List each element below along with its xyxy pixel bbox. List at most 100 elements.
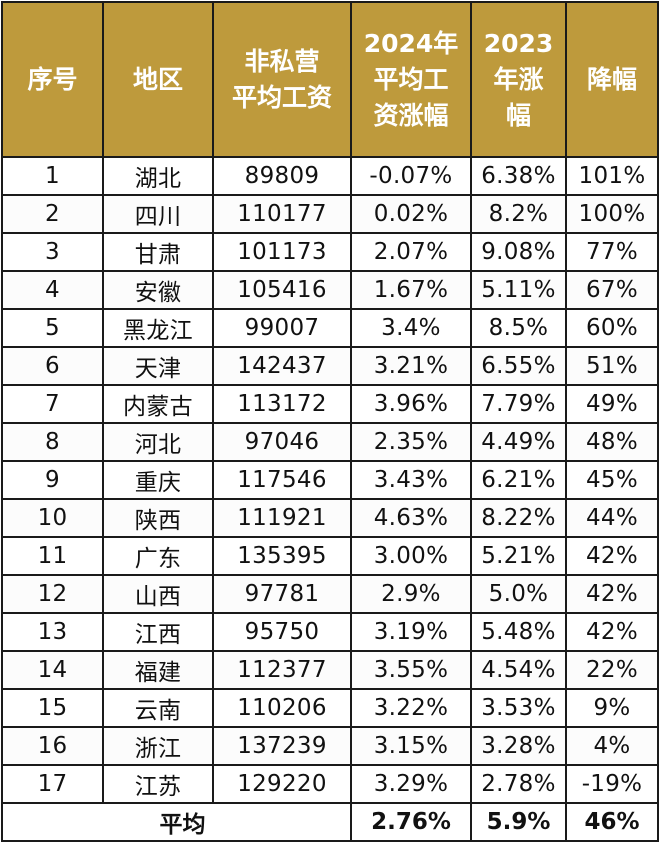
row-drop: 42% xyxy=(565,612,659,652)
row-drop: 9% xyxy=(565,688,659,728)
row-2024-growth: 2.9% xyxy=(350,574,472,614)
row-index: 11 xyxy=(1,536,104,576)
row-region: 山西 xyxy=(102,574,214,614)
row-avg-wage: 113172 xyxy=(212,384,352,424)
row-region: 黑龙江 xyxy=(102,308,214,348)
row-2024-growth: 3.00% xyxy=(350,536,472,576)
row-2024-growth: 2.07% xyxy=(350,232,472,272)
row-index: 6 xyxy=(1,346,104,386)
table-row: 10 陕西 111921 4.63% 8.22% 44% xyxy=(1,498,659,538)
table-row: 7 内蒙古 113172 3.96% 7.79% 49% xyxy=(1,384,659,424)
row-2024-growth: 3.22% xyxy=(350,688,472,728)
row-2023-growth: 9.08% xyxy=(470,232,567,272)
row-2024-growth: 3.29% xyxy=(350,764,472,804)
row-index: 8 xyxy=(1,422,104,462)
header-line: 非私营 xyxy=(244,46,320,76)
table-row: 5 黑龙江 99007 3.4% 8.5% 60% xyxy=(1,308,659,348)
row-2023-growth: 6.21% xyxy=(470,460,567,500)
row-region: 安徽 xyxy=(102,270,214,310)
average-drop: 46% xyxy=(565,802,659,842)
row-index: 1 xyxy=(1,156,104,196)
row-2023-growth: 5.48% xyxy=(470,612,567,652)
row-2024-growth: 1.67% xyxy=(350,270,472,310)
row-2024-growth: 3.4% xyxy=(350,308,472,348)
table-row: 13 江西 95750 3.19% 5.48% 42% xyxy=(1,612,659,652)
row-drop: 4% xyxy=(565,726,659,766)
row-avg-wage: 135395 xyxy=(212,536,352,576)
row-drop: 22% xyxy=(565,650,659,690)
table-row: 16 浙江 137239 3.15% 3.28% 4% xyxy=(1,726,659,766)
row-region: 河北 xyxy=(102,422,214,462)
row-avg-wage: 99007 xyxy=(212,308,352,348)
table-row: 17 江苏 129220 3.29% 2.78% -19% xyxy=(1,764,659,804)
header-line: 降幅 xyxy=(586,64,637,94)
header-line: 幅 xyxy=(505,100,531,130)
row-avg-wage: 95750 xyxy=(212,612,352,652)
table-row: 1 湖北 89809 -0.07% 6.38% 101% xyxy=(1,156,659,196)
row-avg-wage: 137239 xyxy=(212,726,352,766)
row-avg-wage: 89809 xyxy=(212,156,352,196)
header-2023-growth: 2023 年涨幅 xyxy=(470,1,567,158)
row-avg-wage: 101173 xyxy=(212,232,352,272)
header-line: 序号 xyxy=(27,64,78,94)
header-drop: 降幅 xyxy=(565,1,659,158)
row-2023-growth: 5.21% xyxy=(470,536,567,576)
row-region: 内蒙古 xyxy=(102,384,214,424)
row-drop: 101% xyxy=(565,156,659,196)
row-avg-wage: 117546 xyxy=(212,460,352,500)
average-label: 平均 xyxy=(1,802,352,842)
header-line: 平均工资 xyxy=(231,82,332,112)
row-2023-growth: 7.79% xyxy=(470,384,567,424)
row-2023-growth: 4.54% xyxy=(470,650,567,690)
row-avg-wage: 111921 xyxy=(212,498,352,538)
row-avg-wage: 97046 xyxy=(212,422,352,462)
header-line: 2024年 xyxy=(363,28,459,58)
row-index: 12 xyxy=(1,574,104,614)
row-drop: 49% xyxy=(565,384,659,424)
row-2023-growth: 3.28% xyxy=(470,726,567,766)
header-line: 地区 xyxy=(132,64,183,94)
table-row: 11 广东 135395 3.00% 5.21% 42% xyxy=(1,536,659,576)
row-region: 浙江 xyxy=(102,726,214,766)
row-2024-growth: 3.43% xyxy=(350,460,472,500)
row-2023-growth: 5.11% xyxy=(470,270,567,310)
row-avg-wage: 129220 xyxy=(212,764,352,804)
row-region: 甘肃 xyxy=(102,232,214,272)
row-index: 10 xyxy=(1,498,104,538)
header-line: 2023 xyxy=(483,28,554,58)
table-row: 15 云南 110206 3.22% 3.53% 9% xyxy=(1,688,659,728)
row-index: 15 xyxy=(1,688,104,728)
table-row: 3 甘肃 101173 2.07% 9.08% 77% xyxy=(1,232,659,272)
row-avg-wage: 105416 xyxy=(212,270,352,310)
row-region: 云南 xyxy=(102,688,214,728)
row-index: 9 xyxy=(1,460,104,500)
table-body: 1 湖北 89809 -0.07% 6.38% 101% 2 四川 110177 0.02% 8.2… xyxy=(1,156,659,804)
row-drop: 67% xyxy=(565,270,659,310)
row-avg-wage: 97781 xyxy=(212,574,352,614)
row-2023-growth: 5.0% xyxy=(470,574,567,614)
header-region: 地区 xyxy=(102,1,214,158)
table-row: 8 河北 97046 2.35% 4.49% 48% xyxy=(1,422,659,462)
header-line: 平均工 xyxy=(373,64,449,94)
row-region: 江西 xyxy=(102,612,214,652)
row-drop: 48% xyxy=(565,422,659,462)
row-2024-growth: 4.63% xyxy=(350,498,472,538)
table-row: 12 山西 97781 2.9% 5.0% 42% xyxy=(1,574,659,614)
row-index: 14 xyxy=(1,650,104,690)
row-index: 3 xyxy=(1,232,104,272)
row-drop: -19% xyxy=(565,764,659,804)
row-region: 重庆 xyxy=(102,460,214,500)
table-row: 2 四川 110177 0.02% 8.2% 100% xyxy=(1,194,659,234)
row-drop: 44% xyxy=(565,498,659,538)
row-2024-growth: 3.19% xyxy=(350,612,472,652)
table-header: 序号 地区 非私营 平均工资 2024年 平均工 资涨幅 2023 年涨幅降幅 xyxy=(1,1,659,158)
table-footer: 平均 2.76% 5.9% 46% xyxy=(1,802,659,842)
row-avg-wage: 112377 xyxy=(212,650,352,690)
row-2023-growth: 6.38% xyxy=(470,156,567,196)
row-drop: 42% xyxy=(565,574,659,614)
row-2023-growth: 3.53% xyxy=(470,688,567,728)
row-2024-growth: 2.35% xyxy=(350,422,472,462)
row-region: 四川 xyxy=(102,194,214,234)
